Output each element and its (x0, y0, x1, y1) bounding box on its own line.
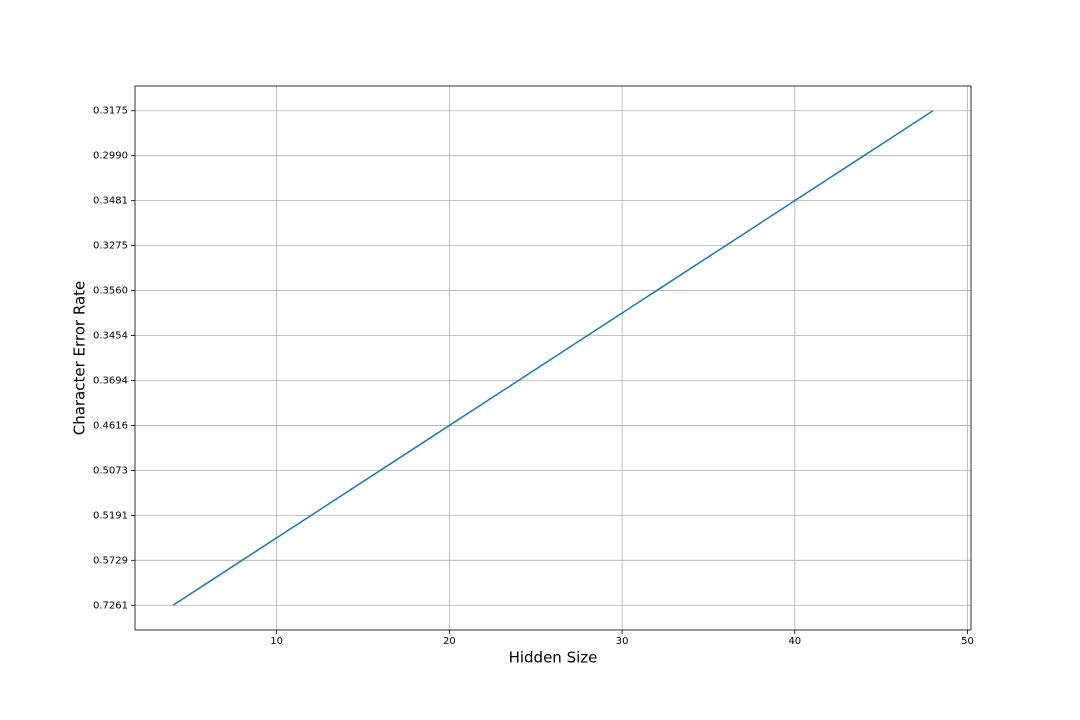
x-tick-label: 10 (270, 636, 283, 647)
y-axis-label: Character Error Rate (71, 281, 89, 436)
plot-frame (134, 85, 972, 631)
y-tick-label: 0.5729 (93, 555, 128, 566)
y-tick-label: 0.3454 (93, 331, 128, 342)
x-tick-label: 20 (443, 636, 456, 647)
y-tick-label: 0.5191 (93, 510, 128, 521)
y-tick-label: 0.3481 (93, 196, 128, 207)
y-tick-label: 0.4616 (93, 420, 128, 431)
y-tick-label: 0.2990 (93, 151, 128, 162)
x-tick-label: 30 (616, 636, 629, 647)
y-tick-label: 0.3275 (93, 241, 128, 252)
y-tick-label: 0.3694 (93, 375, 128, 386)
y-tick-label: 0.3560 (93, 286, 128, 297)
y-tick-label: 0.7261 (93, 600, 128, 611)
y-tick-label: 0.3175 (93, 106, 128, 117)
x-tick-label: 50 (961, 636, 974, 647)
x-axis-label: Hidden Size (509, 649, 598, 667)
x-tick-label: 40 (788, 636, 801, 647)
y-tick-label: 0.5073 (93, 465, 128, 476)
data-line (172, 110, 934, 606)
